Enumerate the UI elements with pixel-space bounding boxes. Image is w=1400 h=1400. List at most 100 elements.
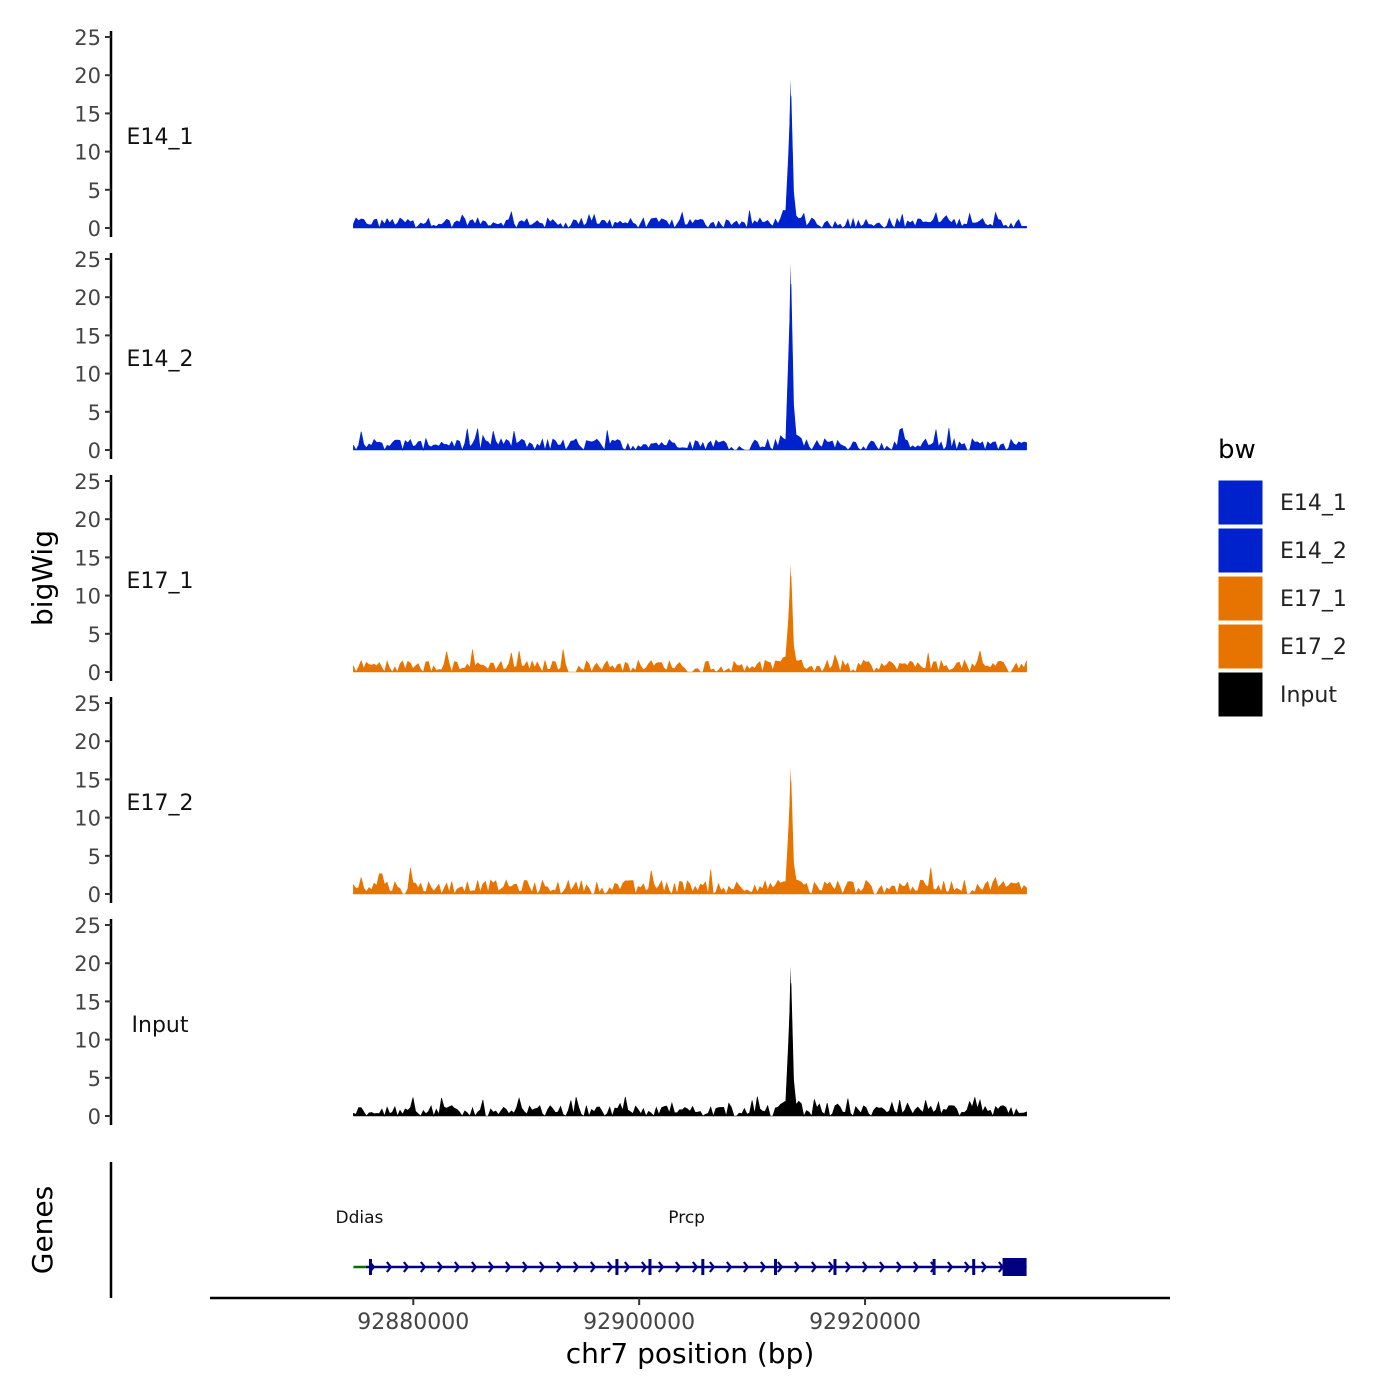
panel-label: E14_1: [127, 125, 194, 150]
y-tick-label: 20: [74, 508, 101, 532]
strand-arrow: [505, 1261, 512, 1273]
strand-arrow: [675, 1261, 682, 1273]
strand-arrow: [641, 1261, 648, 1273]
legend-entry: E14_1: [1217, 479, 1347, 526]
exon: [972, 1259, 976, 1275]
strand-arrow: [573, 1261, 580, 1273]
gene-Ddias: Ddias: [335, 1208, 384, 1269]
legend-label: E17_2: [1280, 635, 1347, 660]
strand-arrow: [709, 1261, 716, 1273]
strand-arrow: [828, 1261, 835, 1273]
legend-title: bw: [1218, 435, 1256, 465]
strand-arrow: [471, 1261, 478, 1273]
y-tick-label: 25: [74, 692, 101, 716]
y-tick-label: 5: [88, 179, 101, 203]
signal-area-E14_2: [353, 283, 1027, 452]
strand-arrow: [420, 1261, 427, 1273]
signal-area-Input: [353, 983, 1027, 1118]
signal-peak-E14_1: [787, 79, 794, 213]
panel-label: E14_2: [127, 347, 194, 372]
strand-arrow: [403, 1261, 410, 1273]
gene-label: Ddias: [335, 1208, 383, 1228]
y-tick-label: 10: [74, 141, 101, 165]
strand-arrow: [726, 1261, 733, 1273]
y-axis-title: bigWig: [26, 530, 59, 626]
panel-label: E17_1: [127, 569, 194, 594]
legend-swatch: [1217, 671, 1264, 718]
strand-arrow: [624, 1261, 631, 1273]
y-tick-label: 25: [74, 248, 101, 272]
y-tick-label: 15: [74, 324, 101, 348]
strand-arrow: [862, 1261, 869, 1273]
y-tick-label: 20: [74, 64, 101, 88]
strand-arrow: [964, 1261, 971, 1273]
x-tick-label: 92880000: [357, 1310, 469, 1335]
y-tick-label: 0: [88, 661, 101, 685]
legend-label: E14_1: [1280, 491, 1347, 516]
gene-label: Prcp: [668, 1208, 705, 1228]
strand-arrow: [454, 1261, 461, 1273]
y-tick-label: 0: [88, 217, 101, 241]
strand-arrow: [760, 1261, 767, 1273]
gene-Prcp: Prcp: [365, 1208, 1027, 1276]
legend-swatch: [1217, 623, 1264, 670]
strand-arrow: [896, 1261, 903, 1273]
strand-arrow: [658, 1261, 665, 1273]
exon: [932, 1259, 936, 1275]
signal-peak-Input: [787, 966, 794, 1101]
genes-track: Genes Ddias Prcp: [26, 1162, 1027, 1298]
strand-arrow: [743, 1261, 750, 1273]
panel-label: Input: [132, 1013, 189, 1038]
legend-entry: E17_1: [1217, 575, 1347, 622]
strand-arrow: [811, 1261, 818, 1273]
signal-panels: 0 5 10 15 20 25 E14_1 0 5 10 15 20 25 E14_2 0 5 10 15 20 25…: [74, 26, 1027, 1129]
y-tick-label: 5: [88, 1067, 101, 1091]
gene-models: Ddias Prcp: [335, 1208, 1027, 1276]
y-tick-label: 15: [74, 990, 101, 1014]
y-tick-label: 25: [74, 26, 101, 50]
y-tick-label: 15: [74, 546, 101, 570]
strand-arrow: [607, 1261, 614, 1273]
strand-arrow: [913, 1261, 920, 1273]
x-tick-label: 92900000: [583, 1310, 695, 1335]
legend: bw E14_1 E14_2 E17_1 E17_2 Input: [1217, 435, 1347, 718]
y-tick-label: 0: [88, 1105, 101, 1129]
signal-peak-E17_1: [787, 563, 794, 657]
signal-area-E14_1: [353, 95, 1027, 230]
strand-arrow: [539, 1261, 546, 1273]
strand-arrow: [692, 1261, 699, 1273]
x-tick-label: 92920000: [809, 1310, 921, 1335]
exon: [701, 1259, 705, 1275]
y-tick-label: 10: [74, 1029, 101, 1053]
panel-Input: 0 5 10 15 20 25 Input: [74, 914, 1027, 1129]
y-tick-label: 20: [74, 730, 101, 754]
y-tick-label: 0: [88, 439, 101, 463]
panel-E14_1: 0 5 10 15 20 25 E14_1: [74, 26, 1027, 241]
exon: [773, 1259, 777, 1275]
exon: [833, 1259, 837, 1275]
y-tick-label: 20: [74, 952, 101, 976]
signal-peak-E17_2: [787, 766, 794, 879]
legend-label: Input: [1280, 683, 1337, 708]
panel-label: E17_2: [127, 791, 194, 816]
strand-arrow: [947, 1261, 954, 1273]
y-tick-label: 15: [74, 768, 101, 792]
y-tick-label: 0: [88, 883, 101, 907]
legend-swatch: [1217, 479, 1264, 526]
strand-arrow: [981, 1261, 988, 1273]
signal-area-E17_1: [353, 575, 1027, 674]
y-tick-label: 10: [74, 363, 101, 387]
x-axis: 92880000 92900000 92920000 chr7 position (…: [210, 1296, 1170, 1370]
legend-entry: Input: [1217, 671, 1337, 718]
panel-E14_2: 0 5 10 15 20 25 E14_2: [74, 248, 1027, 463]
y-tick-label: 25: [74, 470, 101, 494]
exon: [368, 1259, 372, 1275]
strand-arrow: [879, 1261, 886, 1273]
y-tick-label: 15: [74, 102, 101, 126]
y-tick-label: 20: [74, 286, 101, 310]
y-tick-label: 5: [88, 401, 101, 425]
strand-arrow: [777, 1261, 784, 1273]
signal-area-E17_2: [353, 780, 1027, 896]
exon: [1002, 1258, 1027, 1276]
legend-label: E17_1: [1280, 587, 1347, 612]
